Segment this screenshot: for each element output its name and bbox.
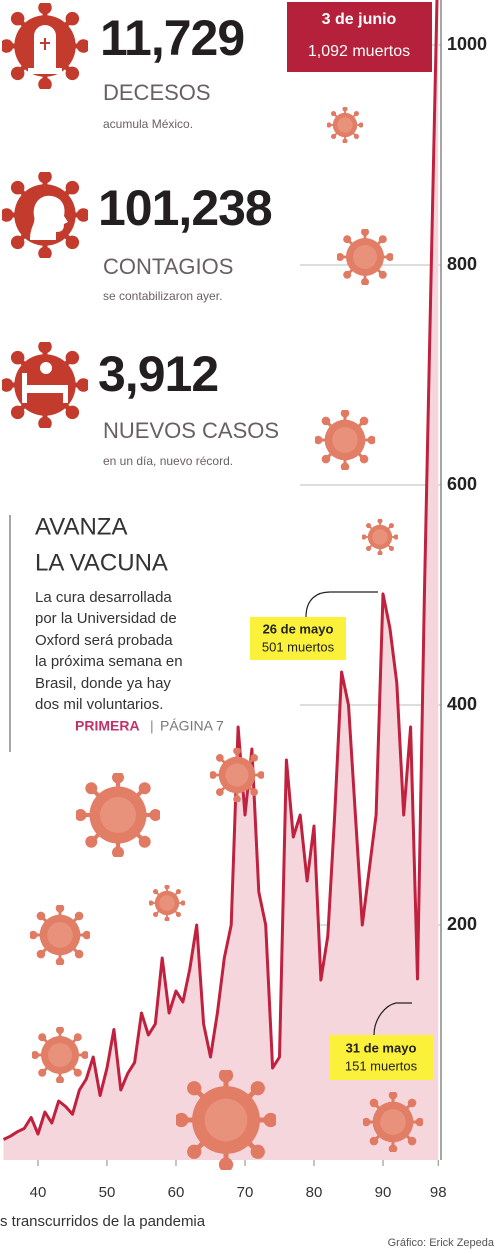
stat-note: en un día, nuevo récord. xyxy=(103,454,233,468)
credit: Gráfico: Erick Zepeda xyxy=(388,1237,495,1249)
stat-label: DECESOS xyxy=(103,80,211,105)
virus xyxy=(315,410,374,469)
virus xyxy=(77,774,160,857)
y-tick-label: 400 xyxy=(447,694,477,714)
stat-label: CONTAGIOS xyxy=(103,254,233,279)
annotation-date: 31 de mayo xyxy=(346,1040,417,1055)
sidebar-body: Brasil, donde ya hay xyxy=(35,675,171,692)
stat-icon xyxy=(2,172,87,257)
x-tick-label: 80 xyxy=(306,1184,323,1201)
stat-note: se contabilizaron ayer. xyxy=(103,289,222,303)
infographic: 11,729 DECESOS acumula México. 101,238 C… xyxy=(0,0,502,1254)
virus xyxy=(327,107,362,142)
stat-label: NUEVOS CASOS xyxy=(103,418,279,443)
y-tick-label: 200 xyxy=(447,914,477,934)
annotation-text: 1,092 muertos xyxy=(308,43,410,60)
y-tick-label: 600 xyxy=(447,474,477,494)
annotation-text: 501 muertos xyxy=(262,639,335,654)
sidebar-body: la próxima semana en xyxy=(35,653,183,670)
sidebar-title: AVANZA xyxy=(35,513,127,540)
virus xyxy=(337,229,392,284)
annotation-pointer xyxy=(306,592,378,617)
y-tick-label: 1000 xyxy=(447,34,487,54)
virus xyxy=(362,519,397,554)
stat-number: 3,912 xyxy=(98,346,218,402)
virus xyxy=(210,748,263,801)
sidebar-body: Oxford será probada xyxy=(35,632,173,649)
virus xyxy=(177,1071,276,1170)
sidebar-page[interactable]: PÁGINA 7 xyxy=(160,718,224,734)
stat-icon xyxy=(2,342,87,427)
plot xyxy=(4,0,439,1160)
sidebar-body: por la Universidad de xyxy=(35,610,177,627)
virus xyxy=(363,1092,422,1151)
virus xyxy=(30,905,89,964)
y-tick-label: 800 xyxy=(447,254,477,274)
annotation-date: 3 de junio xyxy=(322,11,397,28)
sidebar-separator: | xyxy=(150,718,154,734)
stat-note: acumula México. xyxy=(103,117,193,131)
annotation-text: 151 muertos xyxy=(345,1058,418,1073)
x-axis-label: s transcurridos de la pandemia xyxy=(0,1213,206,1230)
stat-icon xyxy=(2,3,87,88)
x-tick-label: 70 xyxy=(237,1184,254,1201)
annotation-date: 26 de mayo xyxy=(263,621,334,636)
sidebar-section[interactable]: PRIMERA xyxy=(75,718,140,734)
virus xyxy=(149,885,184,920)
x-tick-label: 40 xyxy=(30,1184,47,1201)
sidebar-body: dos mil voluntarios. xyxy=(35,696,163,713)
x-tick-label: 98 xyxy=(430,1184,447,1201)
stat-number: 11,729 xyxy=(100,10,244,66)
x-tick-label: 60 xyxy=(168,1184,185,1201)
x-tick-label: 90 xyxy=(375,1184,392,1201)
virus xyxy=(32,1027,87,1082)
sidebar-body: La cura desarrollada xyxy=(35,589,172,606)
stat-number: 101,238 xyxy=(98,180,272,236)
sidebar-title: LA VACUNA xyxy=(35,549,168,576)
x-tick-label: 50 xyxy=(99,1184,116,1201)
